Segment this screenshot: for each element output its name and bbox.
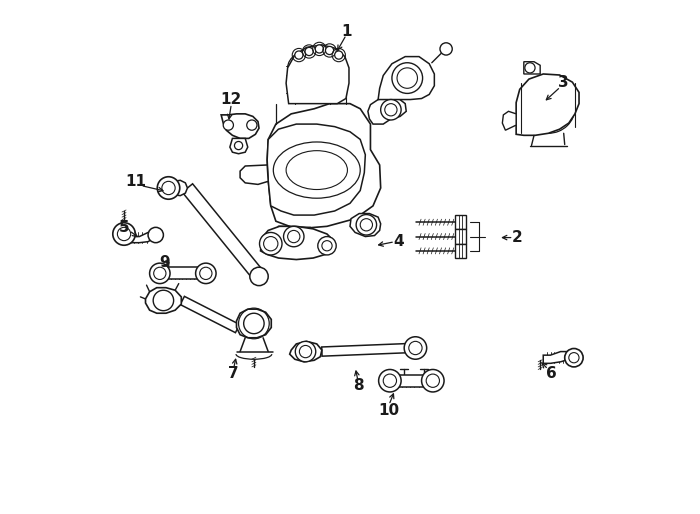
Circle shape bbox=[326, 46, 334, 54]
Polygon shape bbox=[170, 180, 188, 196]
Circle shape bbox=[409, 341, 422, 355]
Circle shape bbox=[288, 230, 300, 243]
Polygon shape bbox=[524, 62, 540, 74]
Circle shape bbox=[569, 353, 579, 363]
Circle shape bbox=[381, 100, 401, 120]
Circle shape bbox=[195, 263, 216, 284]
Polygon shape bbox=[276, 226, 312, 246]
Circle shape bbox=[260, 232, 282, 255]
Circle shape bbox=[300, 345, 312, 358]
Polygon shape bbox=[455, 229, 466, 244]
Circle shape bbox=[150, 263, 170, 284]
Text: 4: 4 bbox=[394, 234, 405, 249]
Text: 12: 12 bbox=[220, 92, 242, 107]
Ellipse shape bbox=[286, 151, 347, 190]
Circle shape bbox=[199, 267, 212, 280]
Polygon shape bbox=[230, 138, 248, 154]
Circle shape bbox=[223, 120, 233, 130]
Ellipse shape bbox=[273, 142, 360, 198]
Circle shape bbox=[379, 370, 401, 392]
Circle shape bbox=[322, 241, 332, 251]
Text: 6: 6 bbox=[545, 366, 557, 381]
Polygon shape bbox=[260, 226, 334, 260]
Circle shape bbox=[318, 236, 336, 255]
Polygon shape bbox=[543, 352, 573, 363]
Polygon shape bbox=[455, 215, 466, 229]
Circle shape bbox=[154, 267, 166, 280]
Circle shape bbox=[383, 374, 396, 388]
Circle shape bbox=[385, 104, 397, 116]
Circle shape bbox=[392, 63, 423, 94]
Text: 3: 3 bbox=[559, 75, 569, 89]
Circle shape bbox=[525, 63, 535, 73]
Text: 11: 11 bbox=[126, 174, 147, 189]
Circle shape bbox=[153, 290, 174, 310]
Circle shape bbox=[360, 218, 372, 231]
Polygon shape bbox=[240, 165, 268, 185]
Polygon shape bbox=[131, 232, 155, 243]
Text: 10: 10 bbox=[378, 403, 400, 418]
Circle shape bbox=[264, 236, 278, 251]
Polygon shape bbox=[267, 124, 365, 215]
Circle shape bbox=[295, 341, 316, 362]
Polygon shape bbox=[503, 112, 516, 130]
Circle shape bbox=[440, 43, 452, 55]
Circle shape bbox=[356, 214, 377, 235]
Circle shape bbox=[118, 227, 131, 241]
Text: 9: 9 bbox=[160, 254, 170, 270]
Circle shape bbox=[148, 227, 163, 243]
Circle shape bbox=[404, 337, 427, 359]
Polygon shape bbox=[378, 57, 435, 100]
Polygon shape bbox=[398, 375, 430, 387]
Circle shape bbox=[426, 374, 440, 388]
Circle shape bbox=[305, 47, 313, 56]
Polygon shape bbox=[286, 45, 349, 104]
Circle shape bbox=[335, 51, 343, 59]
Polygon shape bbox=[182, 184, 263, 279]
Text: 5: 5 bbox=[119, 220, 130, 235]
Polygon shape bbox=[180, 297, 239, 333]
Circle shape bbox=[565, 348, 583, 367]
Circle shape bbox=[234, 141, 243, 150]
Polygon shape bbox=[146, 288, 181, 313]
Circle shape bbox=[421, 370, 444, 392]
Polygon shape bbox=[267, 104, 381, 229]
Text: 2: 2 bbox=[511, 230, 522, 245]
Circle shape bbox=[113, 223, 135, 245]
Circle shape bbox=[295, 51, 303, 59]
Polygon shape bbox=[221, 114, 259, 138]
Circle shape bbox=[284, 226, 304, 247]
Text: 1: 1 bbox=[341, 24, 351, 39]
Circle shape bbox=[158, 177, 180, 199]
Circle shape bbox=[162, 181, 175, 195]
Polygon shape bbox=[350, 213, 381, 236]
Circle shape bbox=[397, 68, 417, 88]
Text: 7: 7 bbox=[228, 366, 239, 381]
Polygon shape bbox=[322, 343, 412, 356]
Circle shape bbox=[250, 267, 268, 286]
Polygon shape bbox=[167, 267, 204, 280]
Text: 8: 8 bbox=[353, 378, 363, 393]
Polygon shape bbox=[516, 74, 579, 135]
Circle shape bbox=[246, 120, 257, 130]
Polygon shape bbox=[290, 341, 322, 362]
Polygon shape bbox=[455, 244, 466, 258]
Circle shape bbox=[315, 45, 323, 53]
Circle shape bbox=[244, 313, 264, 334]
Polygon shape bbox=[237, 309, 272, 338]
Polygon shape bbox=[368, 98, 406, 124]
